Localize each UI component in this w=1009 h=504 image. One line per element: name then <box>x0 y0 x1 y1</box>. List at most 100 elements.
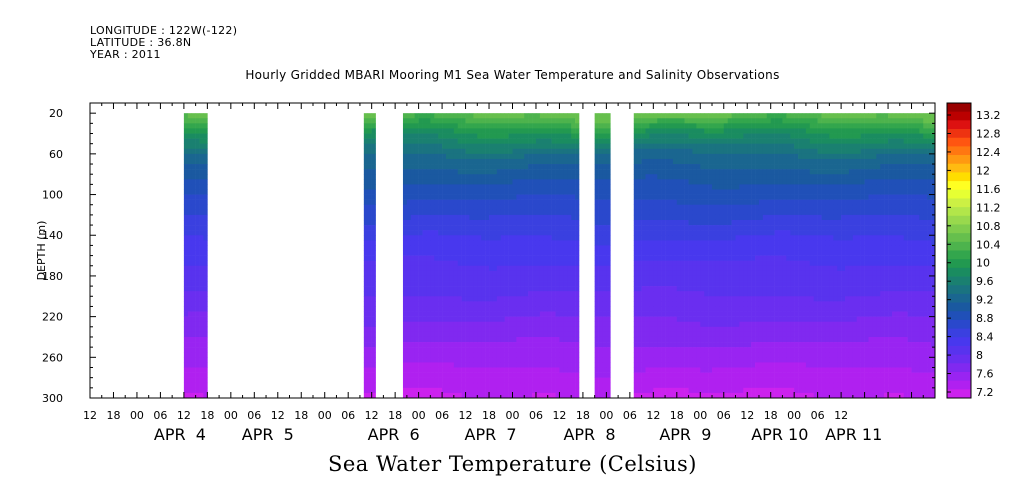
heatmap-cell <box>668 260 674 267</box>
heatmap-cell <box>700 250 705 256</box>
heatmap-cell <box>195 158 200 165</box>
heatmap-cell <box>680 316 685 323</box>
heatmap-cell <box>598 372 603 378</box>
heatmap-cell <box>496 336 502 343</box>
heatmap-cell <box>571 153 576 160</box>
heatmap-cell <box>727 133 732 139</box>
heatmap-cell <box>410 255 415 261</box>
heatmap-cell <box>696 260 701 267</box>
heatmap-cell <box>406 240 412 246</box>
heatmap-cell <box>676 230 682 236</box>
heatmap-cell <box>665 118 670 124</box>
heatmap-cell <box>438 240 443 246</box>
heatmap-cell <box>684 174 689 180</box>
heatmap-cell <box>535 148 541 155</box>
heatmap-cell <box>602 331 607 338</box>
heatmap-cell <box>512 209 517 216</box>
heatmap-cell <box>637 347 642 353</box>
heatmap-cell <box>712 169 717 175</box>
heatmap-cell <box>594 301 599 307</box>
heatmap-cell <box>571 164 576 170</box>
heatmap-cell <box>191 291 196 297</box>
heatmap-cell <box>719 214 725 221</box>
heatmap-cell <box>739 392 744 399</box>
heatmap-cell <box>524 321 529 328</box>
heatmap-cell <box>363 265 369 272</box>
heatmap-cell <box>657 245 662 251</box>
heatmap-cell <box>524 158 529 165</box>
heatmap-cell <box>633 184 638 190</box>
heatmap-cell <box>700 362 705 368</box>
heatmap-cell <box>434 235 439 241</box>
heatmap-cell <box>406 296 412 302</box>
heatmap-cell <box>665 260 670 267</box>
heatmap-cell <box>731 143 736 150</box>
heatmap-cell <box>489 342 494 348</box>
heatmap-cell <box>183 235 189 241</box>
heatmap-cell <box>637 367 642 373</box>
heatmap-cell <box>402 199 408 206</box>
heatmap-cell <box>559 204 564 211</box>
heatmap-cell <box>414 169 419 175</box>
heatmap-cell <box>661 138 666 144</box>
heatmap-cell <box>371 143 376 150</box>
heatmap-cell <box>504 382 509 389</box>
heatmap-cell <box>727 138 732 144</box>
heatmap-cell <box>430 250 435 256</box>
heatmap-cell <box>735 204 740 211</box>
heatmap-cell <box>438 214 443 221</box>
heatmap-cell <box>575 153 580 160</box>
heatmap-cell <box>489 367 494 373</box>
heatmap-cell <box>727 169 732 175</box>
heatmap-cell <box>708 367 713 373</box>
heatmap-cell <box>532 311 537 317</box>
heatmap-cell <box>719 194 725 200</box>
heatmap-cell <box>422 296 427 302</box>
heatmap-cell <box>442 204 447 211</box>
heatmap-cell <box>708 179 713 185</box>
heatmap-cell <box>606 240 611 246</box>
heatmap-cell <box>653 143 658 150</box>
heatmap-cell <box>516 194 521 200</box>
heatmap-cell <box>633 153 638 160</box>
heatmap-cell <box>199 189 204 195</box>
heatmap-cell <box>363 164 369 170</box>
heatmap-cell <box>469 250 474 256</box>
heatmap-cell <box>700 301 705 307</box>
heatmap-cell <box>602 118 607 124</box>
heatmap-cell <box>715 164 721 170</box>
heatmap-cell <box>520 260 525 267</box>
heatmap-cell <box>426 158 431 165</box>
heatmap-cell <box>653 321 658 328</box>
heatmap-cell <box>672 133 678 139</box>
heatmap-cell <box>496 235 502 241</box>
heatmap-cell <box>520 372 525 378</box>
heatmap-cell <box>602 214 607 221</box>
heatmap-cell <box>481 164 486 170</box>
heatmap-cell <box>508 230 513 236</box>
heatmap-cell <box>446 118 451 124</box>
heatmap-cell <box>426 133 431 139</box>
heatmap-cell <box>477 255 482 261</box>
heatmap-cell <box>602 281 607 287</box>
heatmap-cell <box>719 245 725 251</box>
heatmap-cell <box>731 281 736 287</box>
heatmap-cell <box>645 275 650 282</box>
heatmap-cell <box>715 209 721 216</box>
heatmap-cell <box>191 169 196 175</box>
heatmap-cell <box>367 367 372 373</box>
heatmap-cell <box>672 342 678 348</box>
heatmap-cell <box>496 194 502 200</box>
heatmap-cell <box>465 199 470 206</box>
heatmap-cell <box>485 336 490 343</box>
heatmap-cell <box>575 214 580 221</box>
heatmap-cell <box>575 372 580 378</box>
heatmap-cell <box>571 342 576 348</box>
heatmap-cell <box>547 184 552 190</box>
heatmap-cell <box>524 118 529 124</box>
heatmap-cell <box>473 382 478 389</box>
heatmap-cell <box>704 230 709 236</box>
heatmap-cell <box>446 245 451 251</box>
heatmap-cell <box>743 270 748 277</box>
heatmap-cell <box>747 387 752 394</box>
